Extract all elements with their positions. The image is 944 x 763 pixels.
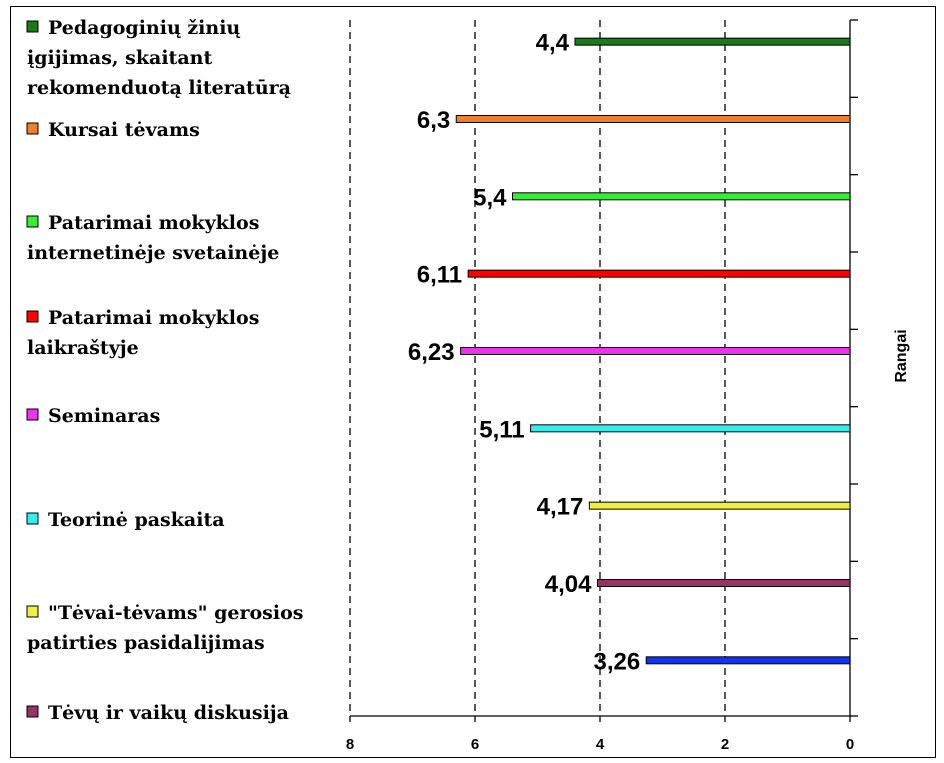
legend-label: įgijimas, skaitant	[27, 47, 212, 69]
data-label: 4,4	[536, 30, 570, 57]
legend-swatch	[26, 122, 39, 135]
legend-label: laikraštyje	[27, 337, 139, 359]
data-label: 5,11	[479, 416, 524, 443]
legend-label: rekomenduotą literatūrą	[27, 77, 291, 99]
tick-label: 4	[596, 736, 605, 753]
tick-label: 6	[471, 736, 479, 753]
legend-swatch	[26, 512, 39, 525]
tick-label: 8	[346, 736, 354, 753]
data-label: 6,3	[417, 107, 450, 134]
bars	[455, 37, 851, 665]
legend-label: "Tėvai-tėvams" gerosios	[48, 602, 303, 624]
legend-label: Seminaras	[48, 405, 160, 427]
bar	[512, 192, 851, 201]
legend-swatch	[26, 705, 39, 718]
bar	[597, 578, 851, 587]
tick-label: 0	[846, 736, 854, 753]
data-labels: 4,4 6,3 5,4 6,11 6,23 5,11 4,17 4,04 3,26	[408, 30, 640, 676]
chart-frame	[10, 6, 936, 758]
legend-label: Pedagoginių žinių	[48, 17, 240, 39]
grid-lines	[349, 20, 726, 716]
legend-label: Patarimai mokyklos	[48, 212, 259, 234]
legend-label: Teorinė paskaita	[48, 509, 225, 531]
bar	[588, 501, 851, 510]
bar	[467, 269, 851, 278]
legend-label: Tėvų ir vaikų diskusija	[48, 702, 289, 724]
y-axis-title: Rangai	[893, 329, 910, 382]
data-label: 3,26	[594, 648, 641, 675]
tick-label: 2	[721, 736, 729, 753]
legend-swatch	[26, 605, 39, 618]
data-label: 4,17	[537, 494, 584, 521]
data-label: 5,4	[473, 184, 507, 211]
bar	[530, 424, 851, 433]
legend-swatch	[26, 20, 39, 33]
legend: Pedagoginių žinių įgijimas, skaitant rekom…	[26, 17, 303, 724]
legend-label: internetinėje svetainėje	[27, 242, 279, 264]
legend-swatch	[26, 408, 39, 421]
data-label: 4,04	[545, 571, 592, 598]
bar	[645, 656, 851, 665]
legend-label: Kursai tėvams	[48, 119, 200, 141]
data-label: 6,23	[408, 339, 455, 366]
bar	[455, 114, 851, 123]
axes: 8 6 4 2 0	[346, 19, 858, 753]
legend-label: patirties pasidalijimas	[27, 632, 265, 654]
data-label: 6,11	[417, 262, 462, 289]
bar	[574, 37, 851, 46]
legend-swatch	[26, 310, 39, 323]
legend-label: Patarimai mokyklos	[48, 307, 259, 329]
legend-swatch	[26, 215, 39, 228]
bar	[460, 346, 851, 355]
